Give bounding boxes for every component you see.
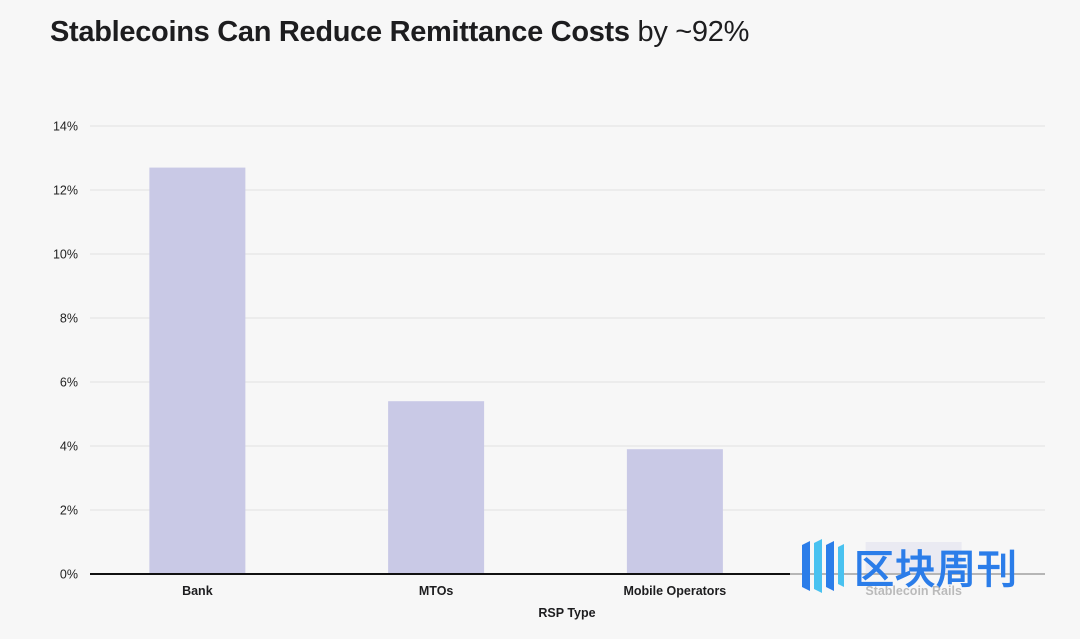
- chart-title-suffix: by ~92%: [637, 16, 750, 48]
- x-tick-label: Mobile Operators: [623, 584, 726, 598]
- x-tick-label: MTOs: [419, 584, 454, 598]
- y-tick-label: 12%: [53, 184, 78, 198]
- y-tick-label: 10%: [53, 248, 78, 262]
- bar: [388, 401, 485, 574]
- y-tick-label: 0%: [60, 568, 78, 582]
- chart-title: Stablecoins Can Reduce Remittance Costs …: [50, 16, 749, 49]
- chart-title-main: Stablecoins Can Reduce Remittance Costs: [50, 16, 630, 48]
- y-tick-label: 2%: [60, 504, 78, 518]
- y-tick-label: 14%: [53, 120, 78, 134]
- x-tick-label: Bank: [182, 584, 213, 598]
- y-tick-label: 8%: [60, 312, 78, 326]
- x-axis-label: RSP Type: [538, 606, 595, 620]
- y-tick-label: 6%: [60, 376, 78, 390]
- watermark: 区块周刊: [790, 526, 1060, 606]
- bar-logo-icon: [802, 539, 844, 593]
- y-tick-label: 4%: [60, 440, 78, 454]
- bar: [626, 449, 723, 574]
- bar: [149, 167, 246, 574]
- watermark-text: 区块周刊: [854, 547, 1018, 593]
